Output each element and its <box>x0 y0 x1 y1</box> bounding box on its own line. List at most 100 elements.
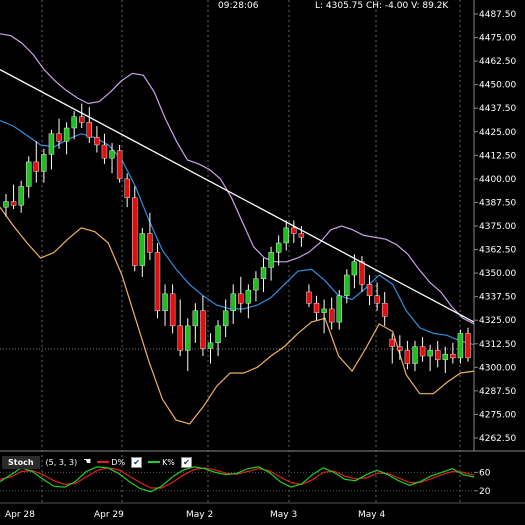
candle <box>404 340 411 370</box>
candle <box>3 193 9 217</box>
candle <box>177 299 183 357</box>
candle <box>328 297 335 330</box>
clock-readout: 09:28:06 <box>218 1 259 11</box>
hand-icon[interactable]: ☚ <box>83 457 92 467</box>
x-axis-label: May 3 <box>270 510 297 520</box>
candle <box>18 180 24 213</box>
stoch-params[interactable]: (5, 3, 3) <box>45 457 78 467</box>
candle <box>192 303 199 343</box>
candle <box>457 329 464 364</box>
candle <box>230 284 236 324</box>
middle-bollinger-band <box>0 119 475 346</box>
candle-body <box>450 353 456 359</box>
candle-body <box>275 242 282 253</box>
candle-body <box>18 186 24 206</box>
candle <box>260 258 267 292</box>
candle-body <box>419 346 426 357</box>
candle-body <box>79 116 85 123</box>
candle <box>215 320 221 357</box>
k-legend: K% <box>148 458 175 467</box>
candle-body <box>336 295 342 323</box>
candle-body <box>71 116 77 129</box>
stoch-d-line <box>0 467 475 489</box>
candle <box>283 220 289 251</box>
candle <box>41 148 47 183</box>
candle <box>442 346 448 373</box>
y-tick-label: 4262.50 <box>479 434 516 444</box>
candle <box>132 186 138 272</box>
candle-body <box>238 293 244 304</box>
candle <box>56 118 62 149</box>
candle-body <box>306 291 312 304</box>
y-tick-label: 4350.00 <box>479 269 516 279</box>
candle-body <box>48 133 55 155</box>
candle <box>116 144 123 183</box>
candle-body <box>230 293 236 311</box>
candle <box>109 143 115 174</box>
candle-body <box>177 325 183 351</box>
candle-body <box>283 227 289 244</box>
candle-body <box>109 150 115 159</box>
candle <box>86 107 93 144</box>
y-tick-label: 4300.00 <box>479 363 516 373</box>
candle-body <box>389 338 395 347</box>
candle-body <box>412 346 418 364</box>
candle <box>94 126 100 153</box>
candle-body <box>435 350 441 360</box>
candle <box>336 290 342 330</box>
candle <box>465 327 471 362</box>
candle <box>245 284 252 319</box>
y-tick-label: 4412.50 <box>479 151 516 161</box>
candle <box>321 299 327 334</box>
candle-body <box>245 289 252 304</box>
candle-body <box>124 178 130 198</box>
candle-body <box>192 310 199 327</box>
candle-body <box>41 154 47 172</box>
candle <box>374 282 380 311</box>
candle <box>162 284 168 326</box>
candle-body <box>344 274 350 296</box>
k-toggle-checkbox[interactable]: ✔ <box>180 456 192 468</box>
candle <box>71 111 77 140</box>
candle <box>63 122 70 155</box>
candle <box>291 220 297 243</box>
candle <box>200 295 206 357</box>
d-legend: D% <box>97 458 125 467</box>
candle <box>101 133 108 164</box>
y-tick-label: 4387.50 <box>479 198 516 208</box>
candle-body <box>116 150 123 180</box>
candle <box>26 156 32 198</box>
candle <box>222 299 229 338</box>
candle-body <box>94 137 100 146</box>
candle-body <box>260 267 267 279</box>
candle <box>389 333 395 364</box>
candle-body <box>359 261 365 285</box>
candle <box>397 335 403 360</box>
candle <box>139 227 146 277</box>
candle-body <box>404 350 411 364</box>
candle <box>435 340 441 368</box>
candle-body <box>351 261 358 276</box>
candle-body <box>313 303 320 313</box>
y-tick-label: 4487.50 <box>479 10 516 20</box>
candle-body <box>10 201 17 206</box>
candle-body <box>465 333 471 359</box>
candle <box>169 284 176 334</box>
candle <box>238 276 244 313</box>
candle-body <box>132 197 138 266</box>
candle-body <box>321 308 327 313</box>
candle-body <box>56 133 62 142</box>
candle-body <box>33 161 39 172</box>
candle <box>154 242 161 319</box>
d-toggle-checkbox[interactable]: ✔ <box>131 456 143 468</box>
trendline <box>0 69 475 323</box>
candle-body <box>101 144 108 159</box>
stoch-title: Stoch <box>2 455 40 469</box>
upper-bollinger-band <box>0 33 475 325</box>
y-tick-label: 4362.50 <box>479 246 516 256</box>
stoch-level-label: 60 <box>479 468 491 478</box>
candle-body <box>291 227 297 234</box>
quote-readout: L: 4305.75 CH: -4.00 V: 89.2K <box>315 1 449 11</box>
candle-body <box>366 284 373 296</box>
